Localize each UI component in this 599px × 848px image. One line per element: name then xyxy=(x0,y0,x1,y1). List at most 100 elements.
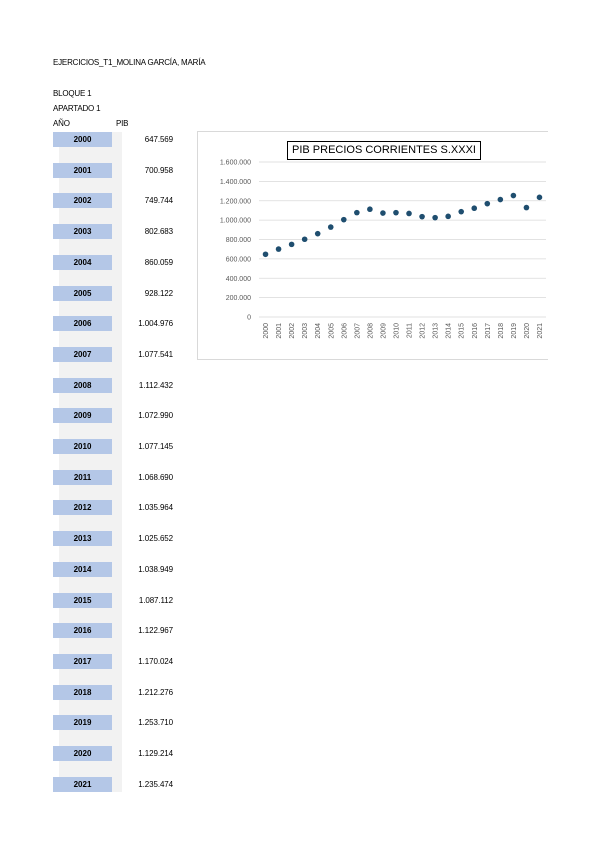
x-tick-label: 2017 xyxy=(485,323,492,339)
x-tick-label: 2013 xyxy=(433,323,440,339)
y-tick-label: 1.200.000 xyxy=(220,198,251,205)
data-point xyxy=(314,230,321,237)
pib-cell: 1.122.967 xyxy=(138,626,173,636)
data-point xyxy=(406,210,412,217)
year-cell: 2012 xyxy=(53,500,112,516)
table-row: 2000 647.569 xyxy=(53,132,175,147)
x-tick-label: 2010 xyxy=(393,323,400,339)
y-tick-label: 1.400.000 xyxy=(220,179,251,186)
pib-cell: 1.253.710 xyxy=(138,718,173,728)
x-tick-label: 2006 xyxy=(341,323,348,339)
pib-cell: 1.212.276 xyxy=(138,687,173,697)
y-tick-label: 200.000 xyxy=(226,295,251,302)
pib-cell: 647.569 xyxy=(144,135,173,144)
data-point xyxy=(380,210,386,216)
data-point xyxy=(484,200,491,207)
data-point xyxy=(432,214,438,221)
x-tick-label: 2019 xyxy=(511,323,518,339)
y-tick-label: 0 xyxy=(247,315,251,322)
section-label: APARTADO 1 xyxy=(53,104,101,113)
data-point xyxy=(510,192,517,199)
table-row: 2017 1.170.024 xyxy=(53,653,175,669)
pib-column-background xyxy=(59,132,122,792)
y-tick-label: 400.000 xyxy=(226,276,251,283)
table-row: 2018 1.212.276 xyxy=(53,684,175,700)
table-row: 2005 928.122 xyxy=(53,285,175,301)
data-point xyxy=(262,251,269,258)
column-header-pib: PIB xyxy=(116,119,129,128)
year-cell: 2005 xyxy=(53,285,112,301)
data-point xyxy=(354,209,360,216)
year-cell: 2003 xyxy=(53,224,112,240)
year-cell: 2001 xyxy=(53,162,112,178)
table-row: 2021 1.235.474 xyxy=(53,776,175,792)
data-point xyxy=(497,196,504,203)
x-tick-label: 2020 xyxy=(524,323,531,339)
table-row: 2003 802.683 xyxy=(53,224,175,240)
year-cell: 2016 xyxy=(53,623,112,639)
data-point xyxy=(445,213,451,220)
pib-cell: 1.077.541 xyxy=(138,349,173,359)
data-point xyxy=(523,204,530,211)
year-cell: 2021 xyxy=(53,776,112,792)
y-tick-label: 1.000.000 xyxy=(220,218,251,225)
year-cell: 2002 xyxy=(53,193,112,209)
pib-cell: 1.170.024 xyxy=(138,656,173,666)
x-tick-label: 2005 xyxy=(328,323,335,339)
year-cell: 2011 xyxy=(53,469,112,485)
pib-cell: 1.087.112 xyxy=(138,595,173,605)
document-heading: EJERCICIOS_T1_MOLINA GARCÍA, MARÍA xyxy=(53,58,206,67)
data-point xyxy=(327,224,334,230)
x-tick-label: 2012 xyxy=(420,323,427,339)
table-row: 2020 1.129.214 xyxy=(53,746,175,761)
x-tick-label: 2004 xyxy=(315,323,322,339)
pib-cell: 1.035.964 xyxy=(138,503,173,513)
data-point xyxy=(393,209,399,216)
x-tick-label: 2009 xyxy=(380,323,387,339)
table-row: 2001 700.958 xyxy=(53,162,175,178)
table-row: 2015 1.087.112 xyxy=(53,592,175,608)
pib-cell: 802.683 xyxy=(144,227,173,237)
year-cell: 2007 xyxy=(53,346,112,362)
pib-cell: 1.077.145 xyxy=(138,442,173,451)
data-point xyxy=(471,205,478,212)
pib-cell: 1.129.214 xyxy=(138,749,173,758)
table-row: 2009 1.072.990 xyxy=(53,408,175,424)
x-tick-label: 2007 xyxy=(354,323,361,339)
pib-cell: 928.122 xyxy=(144,288,173,298)
year-cell: 2010 xyxy=(53,439,112,454)
data-point xyxy=(288,241,295,248)
pib-cell: 749.744 xyxy=(144,196,173,206)
pib-cell: 1.038.949 xyxy=(138,564,173,574)
x-tick-label: 2018 xyxy=(498,323,505,339)
column-header-year: AÑO xyxy=(53,119,70,128)
x-tick-label: 2001 xyxy=(276,323,283,339)
y-tick-label: 1.600.000 xyxy=(220,160,251,167)
pib-cell: 1.072.990 xyxy=(138,411,173,421)
table-row: 2014 1.038.949 xyxy=(53,561,175,577)
data-point xyxy=(458,208,465,215)
pib-cell: 860.059 xyxy=(144,257,173,267)
x-tick-label: 2016 xyxy=(472,323,479,339)
year-cell: 2006 xyxy=(53,316,112,332)
year-cell: 2015 xyxy=(53,592,112,608)
table-row: 2004 860.059 xyxy=(53,254,175,270)
x-tick-label: 2003 xyxy=(302,323,309,339)
data-point xyxy=(536,194,543,201)
year-cell: 2009 xyxy=(53,408,112,424)
year-cell: 2014 xyxy=(53,561,112,577)
data-point xyxy=(301,236,308,243)
year-cell: 2008 xyxy=(53,377,112,393)
x-tick-label: 2008 xyxy=(367,323,374,339)
table-row: 2019 1.253.710 xyxy=(53,715,175,731)
x-tick-label: 2000 xyxy=(263,323,270,339)
x-tick-label: 2011 xyxy=(407,323,414,338)
data-point xyxy=(419,213,425,220)
chart-plot-area: 0 200.000 400.000 600.000 800.000 1.000.000 1.… xyxy=(220,160,546,339)
x-tick-label: 2015 xyxy=(459,323,466,339)
year-cell: 2020 xyxy=(53,746,112,761)
year-cell: 2004 xyxy=(53,254,112,270)
table-row: 2002 749.744 xyxy=(53,193,175,209)
table-row: 2016 1.122.967 xyxy=(53,623,175,639)
table-row: 2010 1.077.145 xyxy=(53,439,175,454)
